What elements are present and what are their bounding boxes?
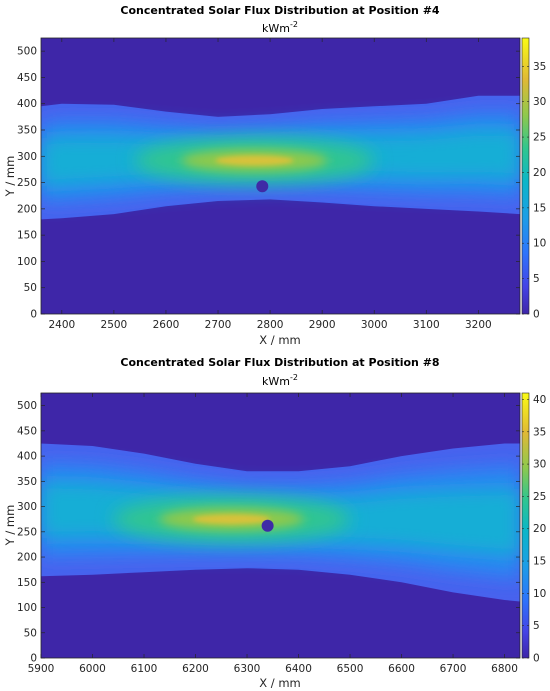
colorbar-tick-label: 30 <box>533 96 546 108</box>
axis-ticks: 2400 2500 2600 2700 2800 2900 3000 3100 3200 0 50 1… <box>17 38 520 331</box>
y-tick-label: 50 <box>24 627 37 639</box>
x-axis-label: X / mm <box>259 676 300 690</box>
x-tick-label: 3100 <box>413 319 440 331</box>
chart-position-4: Concentrated Solar Flux Distribution at … <box>3 4 546 347</box>
colorbar-tick-label: 0 <box>533 309 540 321</box>
y-tick-label: 400 <box>17 451 37 463</box>
x-tick-label: 6500 <box>337 663 364 675</box>
x-tick-label: 2700 <box>205 319 232 331</box>
chart-title: Concentrated Solar Flux Distribution at … <box>120 4 440 17</box>
y-tick-label: 450 <box>17 425 37 437</box>
x-tick-label: 6000 <box>79 663 106 675</box>
x-tick-label: 6600 <box>388 663 415 675</box>
plot-frame <box>40 392 521 659</box>
y-tick-label: 100 <box>17 602 37 614</box>
x-tick-label: 6800 <box>491 663 518 675</box>
y-tick-label: 200 <box>17 552 37 564</box>
colorbar-tick-label: 20 <box>533 167 546 179</box>
colorbar <box>521 37 530 315</box>
y-tick-label: 250 <box>17 177 37 189</box>
x-tick-label: 6100 <box>131 663 158 675</box>
x-tick-label: 6200 <box>182 663 209 675</box>
flux-peak <box>192 514 271 525</box>
flux-peak <box>215 155 294 166</box>
colorbar-ticks: 0 5 10 15 20 25 30 35 <box>522 61 546 321</box>
x-tick-label: 5900 <box>28 663 55 675</box>
y-tick-label: 500 <box>17 400 37 412</box>
x-tick-label: 2900 <box>309 319 336 331</box>
y-tick-label: 450 <box>17 72 37 84</box>
y-axis-label: Y / mm <box>3 505 17 547</box>
heatmap-area <box>41 393 520 658</box>
y-tick-label: 0 <box>30 309 37 321</box>
y-axis-label: Y / mm <box>3 156 17 198</box>
y-tick-label: 0 <box>30 653 37 665</box>
y-tick-label: 50 <box>24 282 37 294</box>
colorbar-unit: kWm-2 <box>262 20 298 35</box>
x-tick-label: 6300 <box>234 663 261 675</box>
x-axis-label: X / mm <box>259 333 300 347</box>
x-tick-label: 3000 <box>361 319 388 331</box>
x-tick-label: 6700 <box>440 663 467 675</box>
colorbar-tick-label: 25 <box>533 491 546 503</box>
colorbar-ticks: 0 5 10 15 20 25 30 35 40 <box>522 394 546 665</box>
x-tick-label: 2500 <box>101 319 128 331</box>
x-tick-label: 6400 <box>285 663 312 675</box>
colorbar-tick-label: 35 <box>533 426 546 438</box>
axis-ticks: 5900 6000 6100 6200 6300 6400 6500 6600 6700 6800… <box>17 393 520 675</box>
x-tick-label: 2600 <box>153 319 180 331</box>
colorbar-tick-label: 30 <box>533 459 546 471</box>
y-tick-label: 300 <box>17 151 37 163</box>
colorbar-tick-label: 35 <box>533 61 546 73</box>
target-marker <box>256 180 269 193</box>
y-tick-label: 500 <box>17 46 37 58</box>
x-tick-label: 2800 <box>257 319 284 331</box>
colorbar-unit: kWm-2 <box>262 373 298 388</box>
colorbar-tick-label: 5 <box>533 273 540 285</box>
colorbar-tick-label: 10 <box>533 238 546 250</box>
target-marker <box>261 519 274 532</box>
colorbar-tick-label: 15 <box>533 202 546 214</box>
y-tick-label: 100 <box>17 256 37 268</box>
colorbar-tick-label: 15 <box>533 556 546 568</box>
colorbar-tick-label: 5 <box>533 620 540 632</box>
colorbar <box>521 392 530 659</box>
colorbar-tick-label: 0 <box>533 653 540 665</box>
y-tick-label: 350 <box>17 476 37 488</box>
colorbar-tick-label: 40 <box>533 394 546 406</box>
x-tick-label: 2400 <box>48 319 75 331</box>
chart-position-8: Concentrated Solar Flux Distribution at … <box>3 356 546 690</box>
x-tick-label: 3200 <box>465 319 492 331</box>
y-tick-label: 150 <box>17 577 37 589</box>
y-tick-label: 400 <box>17 98 37 110</box>
plot-frame <box>40 37 521 315</box>
colorbar-tick-label: 20 <box>533 523 546 535</box>
heatmap-area <box>41 38 520 314</box>
colorbar-tick-label: 25 <box>533 132 546 144</box>
chart-title: Concentrated Solar Flux Distribution at … <box>120 356 439 369</box>
y-tick-label: 300 <box>17 501 37 513</box>
y-tick-label: 200 <box>17 203 37 215</box>
y-tick-label: 250 <box>17 526 37 538</box>
y-tick-label: 150 <box>17 230 37 242</box>
y-tick-label: 350 <box>17 125 37 137</box>
colorbar-tick-label: 10 <box>533 588 546 600</box>
